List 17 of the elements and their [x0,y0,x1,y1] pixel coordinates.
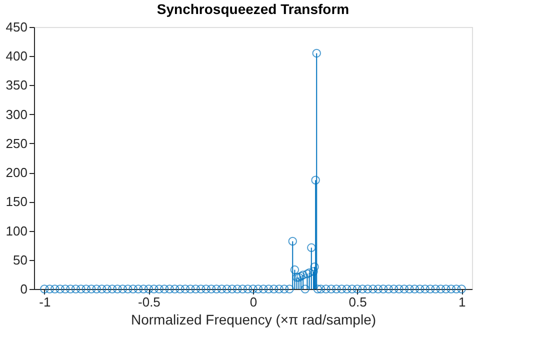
y-tick-label: 450 [6,20,28,34]
y-tick-label: 300 [6,106,28,122]
x-tick-label: -0.5 [138,294,160,310]
y-tick-label: 400 [6,48,28,64]
y-tick-label: 150 [6,194,28,210]
x-tick-label: 1 [458,294,466,310]
x-axis-title: Normalized Frequency (×π rad/sample) [130,312,376,328]
chart-title: Synchrosqueezed Transform [156,1,350,17]
y-tick-label: 200 [6,165,28,180]
y-tick-label: 0 [20,282,28,296]
y-tick-label: 50 [13,252,28,268]
x-tick-label: 0.5 [348,294,367,310]
y-tick-label: 350 [6,78,28,93]
y-tick-label: 100 [6,223,28,238]
x-tick-label: 0 [250,294,258,310]
x-tick-label: -1 [39,294,51,310]
y-tick-label: 250 [6,136,28,151]
